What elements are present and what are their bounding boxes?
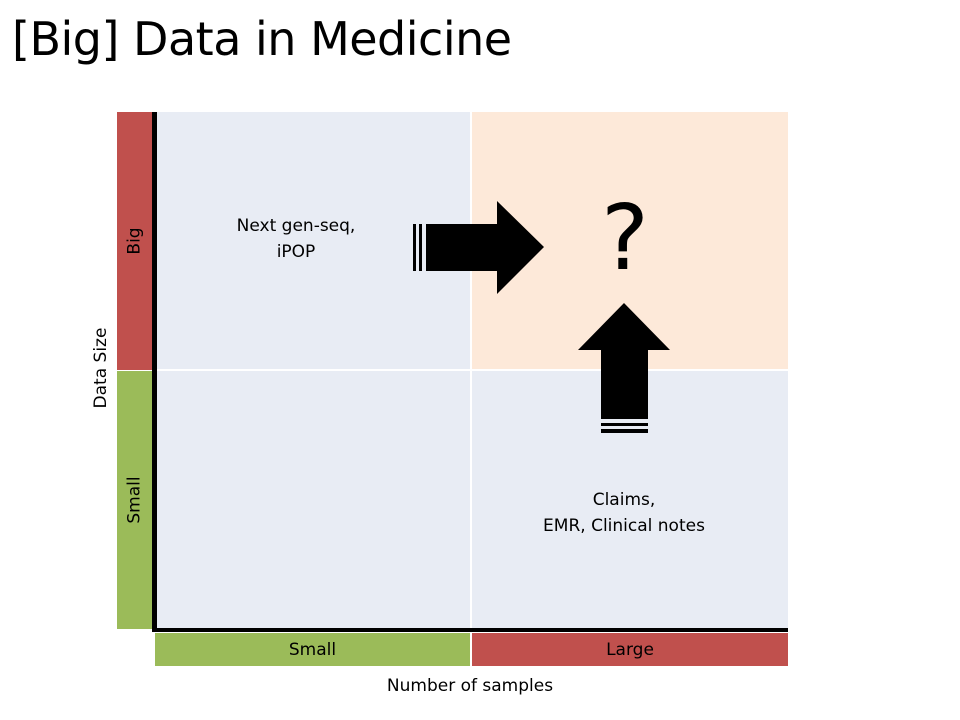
question-mark: ? xyxy=(601,186,649,291)
y-category-small: Small xyxy=(117,371,153,629)
x-category-small: Small xyxy=(155,633,470,666)
bottom-right-text: Claims, EMR, Clinical notes xyxy=(543,490,705,536)
x-axis-label: Number of samples xyxy=(386,676,554,696)
quadrant-bottom-left xyxy=(155,371,470,629)
quadrant-top-left xyxy=(155,112,470,369)
x-category-small-label: Small xyxy=(288,639,337,660)
x-category-large-label: Large xyxy=(606,639,654,660)
y-category-big: Big xyxy=(117,112,153,370)
y-axis-line xyxy=(152,112,157,632)
top-left-text: Next gen-seq, iPOP xyxy=(236,216,356,262)
slide-title: [Big] Data in Medicine xyxy=(12,12,512,66)
x-axis-line xyxy=(152,628,788,632)
x-category-large: Large xyxy=(472,633,788,666)
